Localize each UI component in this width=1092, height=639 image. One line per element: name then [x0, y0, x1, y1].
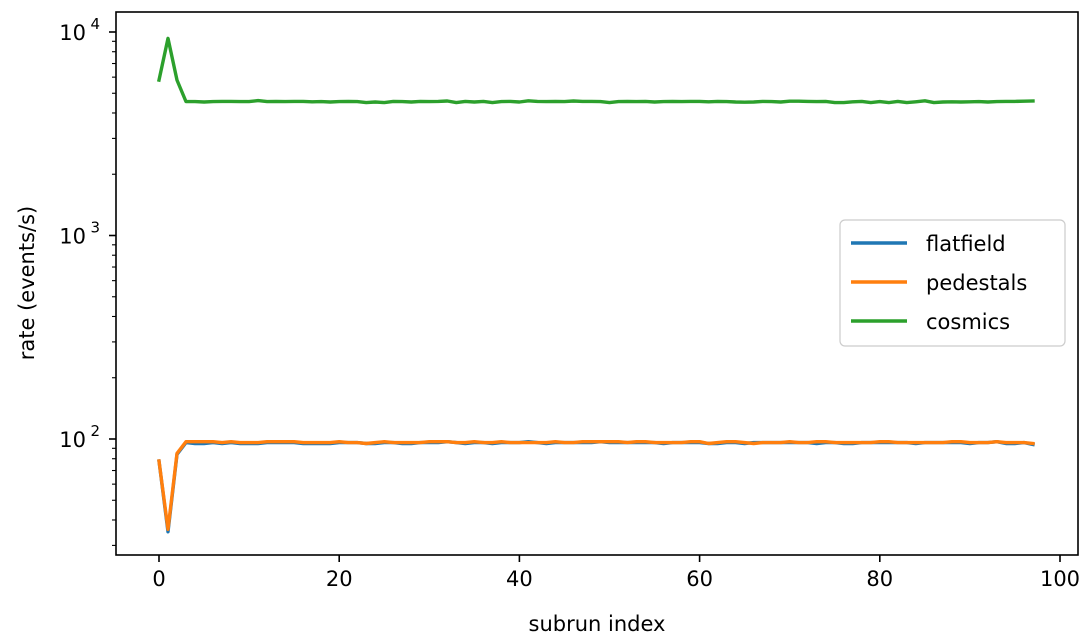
series-layer [156, 36, 1036, 534]
y-axis-label: rate (events/s) [15, 206, 39, 361]
y-tick-exponent: 3 [90, 219, 100, 237]
x-axis-label: subrun index [529, 612, 666, 636]
x-axis-ticks: 0 20 40 60 80 100 [152, 555, 1080, 591]
plot-frame [115, 11, 1079, 556]
x-tick-label: 80 [866, 567, 893, 591]
series-line-cosmics [156, 36, 1035, 105]
y-tick-label: 10 [59, 428, 86, 452]
legend-label-pedestals: pedestals [926, 271, 1027, 295]
y-tick-label: 10 [59, 21, 86, 45]
x-tick-label: 60 [686, 567, 713, 591]
legend: flatfield pedestals cosmics [839, 219, 1066, 347]
legend-label-cosmics: cosmics [926, 310, 1010, 334]
y-tick-label: 10 [59, 225, 86, 249]
legend-label-flatfield: flatfield [926, 232, 1006, 256]
x-tick-label: 40 [506, 567, 533, 591]
x-tick-label: 0 [152, 567, 165, 591]
legend-frame [839, 219, 1066, 347]
x-tick-label: 20 [326, 567, 353, 591]
x-tick-label: 100 [1040, 567, 1080, 591]
series-line-pedestals [157, 440, 1035, 531]
y-tick-exponent: 2 [90, 422, 100, 440]
y-tick-exponent: 4 [90, 15, 100, 33]
